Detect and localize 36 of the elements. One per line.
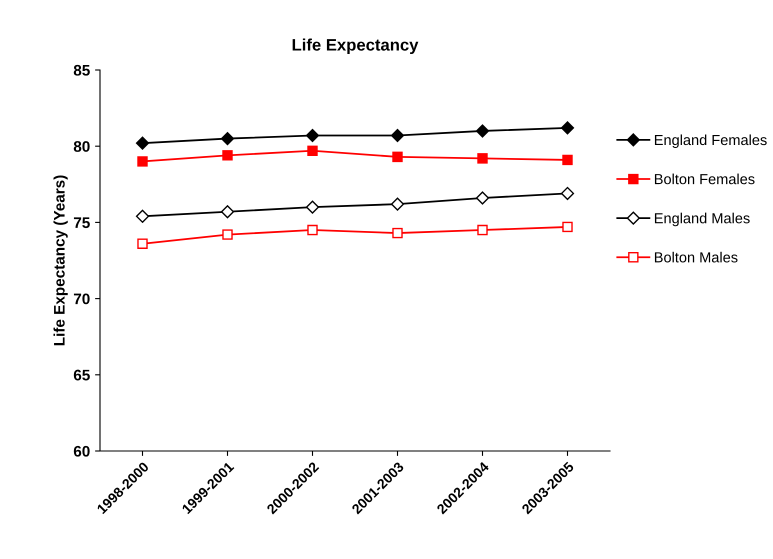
point (562, 154, 573, 166)
point (222, 150, 233, 161)
y-tick-label: 60 (74, 446, 90, 457)
point (307, 146, 318, 156)
y-tick-label: 75 (74, 217, 90, 228)
y-tick-label: 85 (74, 64, 90, 76)
point (137, 156, 148, 167)
point (392, 228, 403, 238)
point (560, 186, 574, 200)
point (392, 152, 403, 162)
legend-label: England Males (654, 212, 750, 226)
y-tick-label: 65 (74, 370, 90, 380)
point (390, 198, 404, 211)
point (220, 205, 234, 218)
point (307, 224, 318, 236)
point (476, 124, 490, 138)
point (477, 224, 488, 236)
point (136, 210, 150, 223)
point (477, 153, 488, 164)
point (222, 229, 233, 240)
point (306, 128, 320, 142)
y-axis-title: Life Expectancy (Years) (53, 175, 68, 346)
point (137, 238, 148, 249)
legend-label: Bolton Females (654, 174, 755, 184)
legend-label: Bolton Males (654, 252, 738, 262)
point (560, 121, 574, 134)
y-tick-label: 70 (74, 293, 90, 304)
point (136, 136, 150, 150)
legend-label: England Females (654, 134, 767, 148)
point (220, 132, 234, 146)
chart-title: Life Expectancy (292, 38, 418, 54)
point (476, 191, 490, 205)
point (390, 128, 404, 142)
point (306, 200, 320, 214)
y-tick-label: 80 (74, 141, 90, 152)
point (562, 222, 573, 232)
